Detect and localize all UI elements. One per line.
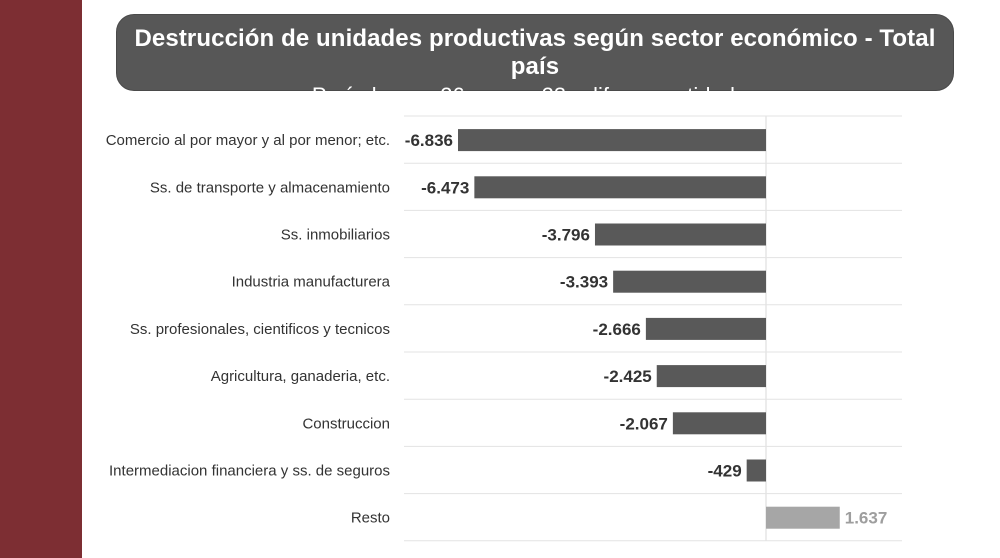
category-label: Industria manufacturera [232, 274, 391, 291]
bar [613, 270, 766, 293]
data-label: -3.393 [560, 273, 608, 292]
bar [672, 412, 766, 435]
chart-title: Destrucción de unidades productivas segú… [134, 25, 936, 80]
data-label: -2.666 [593, 320, 641, 339]
data-label: -2.067 [620, 414, 668, 433]
bar [645, 317, 766, 340]
bar [766, 506, 840, 529]
category-label: Construccion [302, 415, 390, 432]
bar [458, 129, 766, 152]
data-label: -429 [708, 462, 742, 481]
bar [656, 365, 766, 388]
data-label: -2.425 [604, 367, 652, 386]
category-label: Ss. de transporte y almacenamiento [150, 179, 390, 196]
category-label: Resto [351, 510, 390, 527]
category-label: Comercio al por mayor y al por menor; et… [106, 132, 390, 149]
chart-title-box: Destrucción de unidades productivas segú… [116, 14, 954, 108]
category-label: Intermediacion financiera y ss. de segur… [109, 463, 390, 480]
data-label: -6.836 [405, 131, 453, 150]
category-label: Ss. inmobiliarios [281, 227, 390, 244]
chart-subtitle: Período mar-26 vs nov-23 - dif. en canti… [311, 83, 759, 108]
side-accent-bar [0, 0, 82, 558]
bar [746, 459, 766, 482]
data-label: -6.473 [421, 178, 469, 197]
category-label: Ss. profesionales, cientificos y tecnico… [130, 321, 390, 338]
bar [594, 223, 766, 246]
data-label: 1.637 [845, 509, 888, 528]
bar [474, 176, 766, 199]
data-label: -3.796 [542, 226, 590, 245]
category-label: Agricultura, ganaderia, etc. [211, 368, 390, 385]
